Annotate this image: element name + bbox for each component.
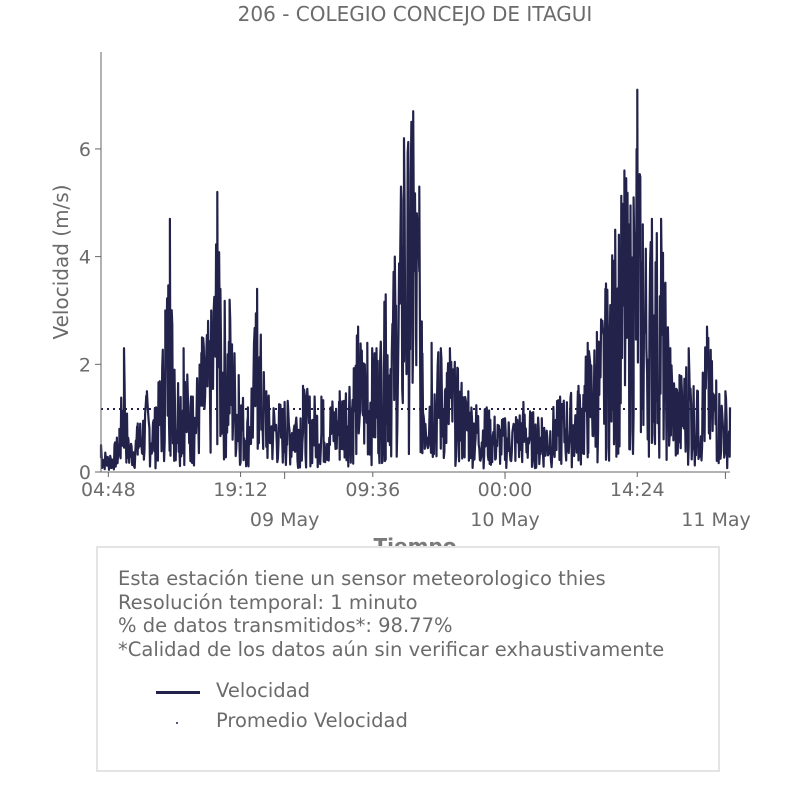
info-lines: Esta estación tiene un sensor meteorolog… <box>118 567 664 661</box>
info-sensor: Esta estación tiene un sensor meteorolog… <box>118 567 606 590</box>
legend-label-promedio: Promedio Velocidad <box>216 709 408 732</box>
plot-area <box>99 88 732 471</box>
x-ticks: 04:48 19:12 09:36 00:00 14:24 09 May 10 May 11 … <box>81 472 751 531</box>
x-date-label: 09 May <box>250 509 320 531</box>
x-date-label: 10 May <box>470 509 540 531</box>
y-tick-label: 6 <box>79 139 91 161</box>
y-ticks: 0 2 4 6 <box>79 139 101 484</box>
y-tick-label: 2 <box>79 354 91 376</box>
legend-line-swatch <box>156 691 200 694</box>
x-tick-label: 00:00 <box>478 479 533 501</box>
chart-title: 206 - COLEGIO CONCEJO DE ITAGUI <box>238 2 593 26</box>
axes <box>100 52 730 473</box>
info-quality-note: *Calidad de los datos aún sin verificar … <box>118 637 665 661</box>
y-tick-label: 0 <box>79 462 91 484</box>
x-tick-label: 14:24 <box>610 479 665 501</box>
legend-label-velocidad: Velocidad <box>216 679 311 702</box>
y-tick-label: 4 <box>79 247 91 269</box>
x-date-label: 11 May <box>681 509 751 531</box>
info-transmitted: % de datos transmitidos*: 98.77% <box>118 614 453 637</box>
series-velocidad <box>99 88 732 471</box>
x-tick-label: 19:12 <box>213 479 268 501</box>
info-resolution: Resolución temporal: 1 minuto <box>118 590 418 614</box>
x-tick-label: 04:48 <box>81 479 136 501</box>
info-box: Esta estación tiene un sensor meteorolog… <box>96 546 720 772</box>
y-axis-label: Velocidad (m/s) <box>49 184 73 339</box>
legend-dot-swatch <box>176 722 178 724</box>
x-tick-label: 09:36 <box>345 479 400 501</box>
